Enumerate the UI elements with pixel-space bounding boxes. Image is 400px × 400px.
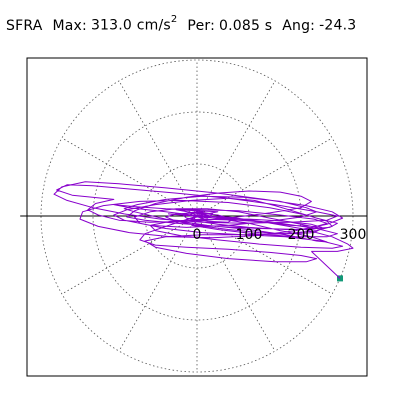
chart-title: SFRA Max: 313.0 cm/s2 Per: 0.085 s Ang: -24.3 — [6, 14, 357, 34]
x-tick-label: 0 — [193, 227, 202, 243]
trace-layer — [53, 181, 354, 282]
period-value: 0.085 s — [219, 17, 273, 34]
trace-tail — [311, 250, 341, 279]
max-unit-exponent: 2 — [170, 14, 178, 25]
period-label: Per: — [187, 17, 216, 34]
max-unit: cm/s — [136, 17, 171, 34]
x-tick-label: 100 — [236, 227, 263, 243]
x-tick-label: 200 — [288, 227, 315, 243]
angle-label: Ang: — [282, 17, 316, 34]
trace-series-1 — [53, 181, 354, 263]
tick-labels: 0 100 200 300 — [193, 227, 367, 243]
angle-value: -24.3 — [319, 17, 357, 34]
max-label: Max: — [52, 17, 87, 34]
station-code: SFRA — [6, 17, 43, 34]
max-value: 313.0 — [90, 17, 133, 34]
x-tick-label: 300 — [340, 227, 367, 243]
